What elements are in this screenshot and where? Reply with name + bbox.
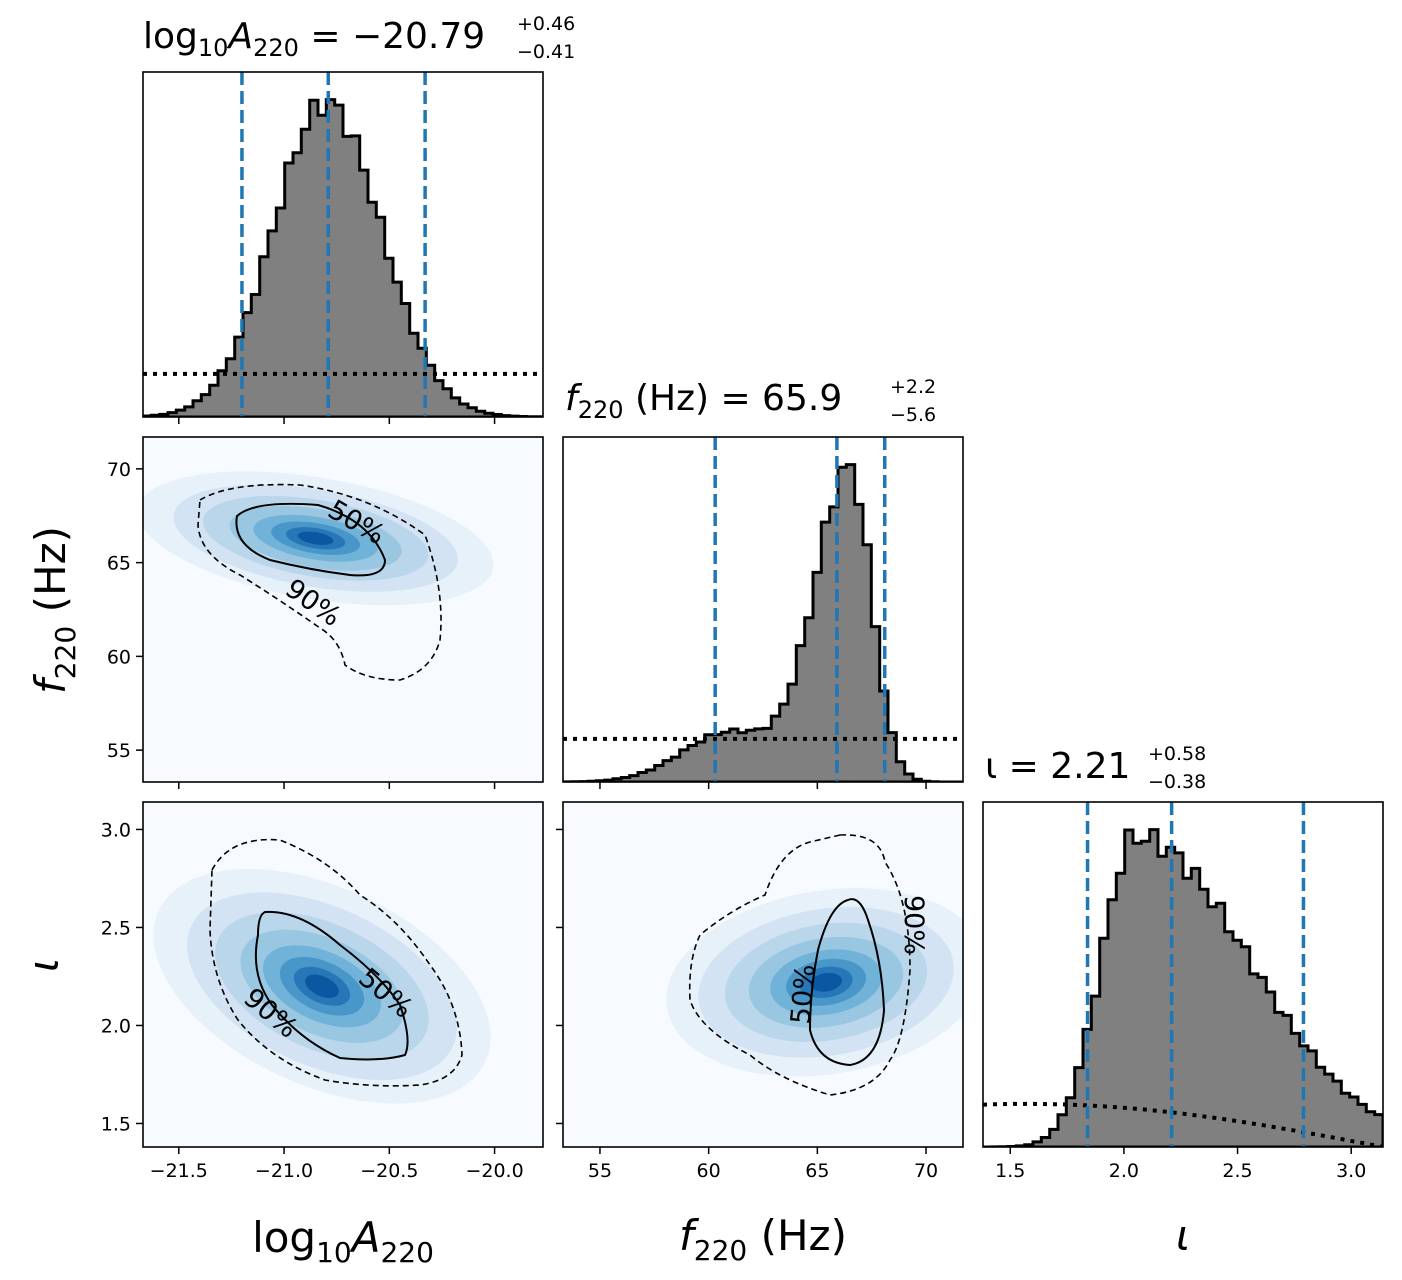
title-iota-minus: −0.38 [1148, 771, 1206, 793]
title-logA-plus: +0.46 [517, 13, 575, 35]
density-level-7 [297, 531, 334, 545]
tick-label: 2.5 [1222, 1160, 1252, 1182]
tick-label: 60 [107, 646, 131, 668]
tick-label: 70 [914, 1160, 938, 1182]
density-level-7 [810, 972, 843, 992]
tick-label: −20.0 [465, 1160, 523, 1182]
ylabel-iota: ι [19, 958, 68, 972]
contour-50-f220-iota [808, 898, 886, 1067]
joint-frame-f220-iota [562, 801, 964, 1148]
tick-label: 3.0 [1336, 1160, 1366, 1182]
hist-frame-iota [982, 801, 1384, 1148]
hist-panel-logA [142, 71, 544, 418]
contour-label-90: 90% [898, 895, 929, 955]
tick-label: 1.5 [101, 1113, 131, 1135]
contour-90-logA-f220 [197, 483, 442, 681]
contour-90-f220-iota [688, 834, 911, 1096]
tick-label: 65 [107, 553, 131, 575]
axis-ticks: −21.5 −21.0 −20.5 −20.0 55 60 65 70 1.5 2.0 2.5 3.0… [101, 417, 1366, 1182]
tick-label: −21.5 [150, 1160, 208, 1182]
joint-panel-logA-iota: 50% 90% [142, 801, 544, 1148]
title-f220-minus: −5.6 [890, 404, 936, 426]
tick-label: −20.5 [360, 1160, 418, 1182]
tick-label: 2.5 [101, 917, 131, 939]
ylabel-f220: f220 (Hz) [26, 526, 82, 694]
hist-logA [143, 98, 543, 417]
hist-frame-f220 [562, 436, 964, 783]
density-level-7 [305, 974, 339, 999]
hist-iota [983, 828, 1383, 1147]
hist-panel-f220 [562, 436, 964, 783]
quantile-lines-logA [240, 72, 427, 417]
quantile-lines-f220 [713, 437, 887, 782]
xlabel-iota: ι [1176, 1211, 1190, 1260]
prior-iota [983, 1101, 1383, 1147]
tick-label: 1.5 [995, 1160, 1025, 1182]
tick-label: 60 [697, 1160, 721, 1182]
tick-label: 70 [107, 459, 131, 481]
tick-label: −21.0 [255, 1160, 313, 1182]
quantile-lines-iota [1085, 802, 1306, 1147]
tick-label: 55 [588, 1160, 612, 1182]
hist-panel-iota [982, 801, 1384, 1148]
contour-90-logA-iota [209, 838, 463, 1087]
contour-50-logA-f220 [235, 502, 387, 577]
tick-label: 2.0 [101, 1015, 131, 1037]
xlabel-logA: log10A220 [252, 1213, 434, 1269]
tick-label: 2.0 [1109, 1160, 1139, 1182]
density-logA-iota [153, 869, 491, 1104]
hist-f220 [563, 463, 963, 782]
joint-frame-logA-iota [142, 801, 544, 1148]
hist-frame-logA [142, 71, 544, 418]
title-iota: ι = 2.21 [985, 746, 1130, 787]
contour-50-logA-iota [254, 910, 409, 1061]
joint-panel-logA-f220: 50% 90% [142, 436, 544, 783]
xlabel-f220: f220 (Hz) [679, 1211, 847, 1267]
tick-label: 65 [805, 1160, 829, 1182]
tick-label: 3.0 [101, 819, 131, 841]
title-f220-plus: +2.2 [890, 376, 936, 398]
joint-frame-logA-f220 [142, 436, 544, 783]
title-iota-plus: +0.58 [1148, 743, 1206, 765]
title-f220: f220 (Hz) = 65.9 [565, 378, 842, 424]
title-logA: log10A220 = −20.79 [143, 16, 485, 62]
contour-label-50: 50% [785, 963, 821, 1025]
title-logA-minus: −0.41 [517, 41, 575, 63]
joint-panel-f220-iota: 50% 90% [562, 801, 964, 1148]
tick-label: 55 [107, 740, 131, 762]
